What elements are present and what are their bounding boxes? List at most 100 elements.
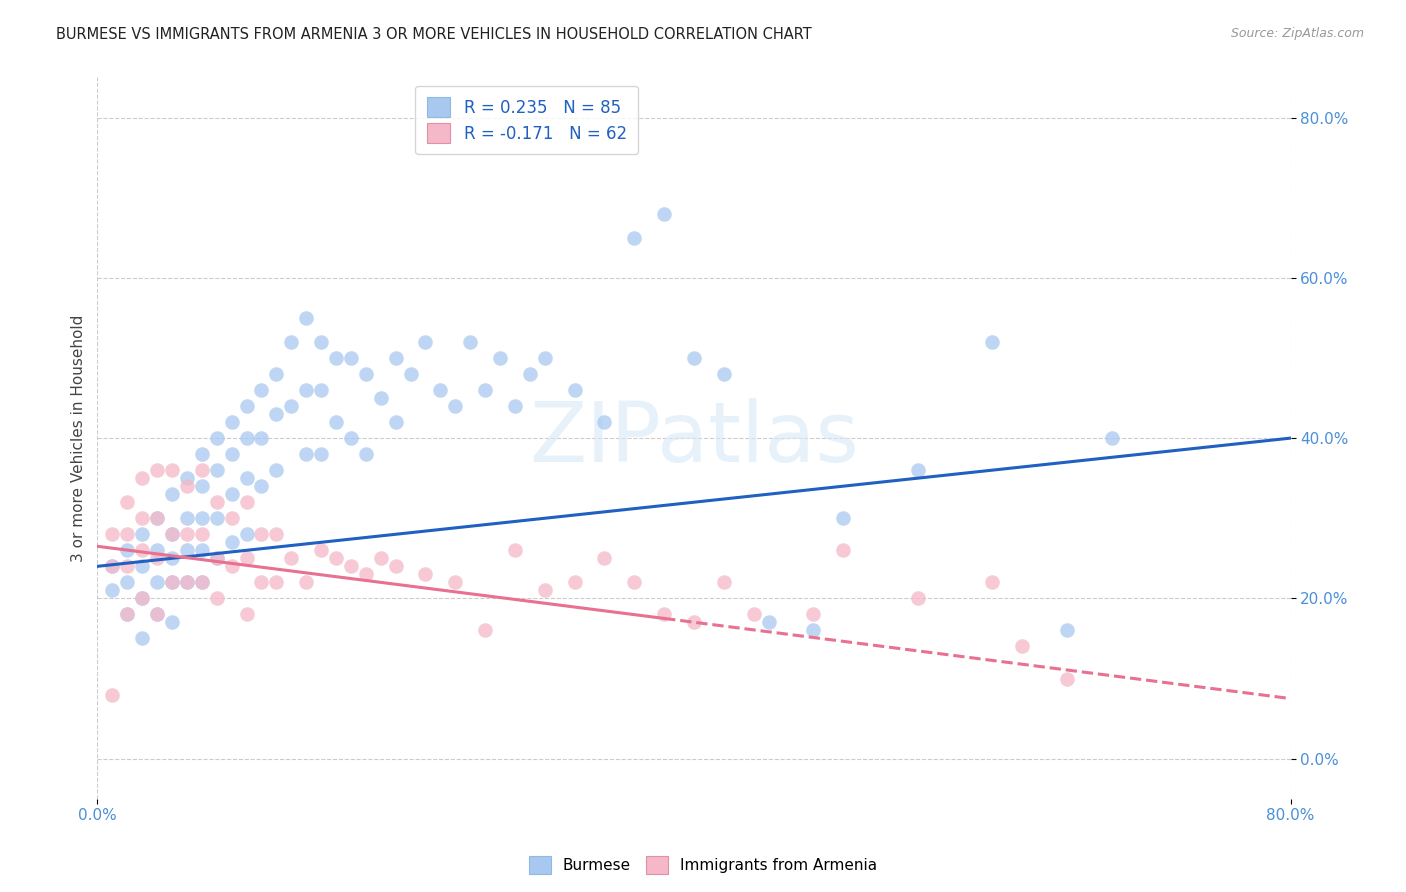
- Point: [832, 543, 855, 558]
- Point: [190, 511, 212, 525]
- Point: [235, 471, 257, 485]
- Point: [266, 407, 288, 421]
- Point: [354, 447, 377, 461]
- Point: [742, 607, 765, 622]
- Point: [235, 607, 257, 622]
- Point: [652, 607, 675, 622]
- Point: [115, 575, 138, 590]
- Point: [101, 527, 124, 541]
- Point: [115, 495, 138, 509]
- Point: [340, 431, 363, 445]
- Point: [458, 334, 481, 349]
- Point: [115, 527, 138, 541]
- Point: [266, 367, 288, 381]
- Point: [221, 447, 243, 461]
- Text: BURMESE VS IMMIGRANTS FROM ARMENIA 3 OR MORE VEHICLES IN HOUSEHOLD CORRELATION C: BURMESE VS IMMIGRANTS FROM ARMENIA 3 OR …: [56, 27, 813, 42]
- Point: [503, 543, 526, 558]
- Point: [907, 591, 929, 606]
- Point: [250, 431, 273, 445]
- Point: [115, 559, 138, 574]
- Point: [176, 575, 198, 590]
- Point: [205, 495, 228, 509]
- Point: [444, 399, 467, 413]
- Point: [160, 487, 183, 501]
- Point: [190, 527, 212, 541]
- Point: [683, 351, 706, 365]
- Point: [176, 543, 198, 558]
- Point: [907, 463, 929, 477]
- Point: [564, 575, 586, 590]
- Point: [250, 383, 273, 397]
- Point: [1101, 431, 1123, 445]
- Point: [266, 463, 288, 477]
- Point: [221, 535, 243, 549]
- Point: [429, 383, 451, 397]
- Point: [1056, 672, 1078, 686]
- Point: [146, 511, 169, 525]
- Point: [384, 415, 406, 429]
- Point: [176, 479, 198, 493]
- Point: [205, 591, 228, 606]
- Point: [146, 607, 169, 622]
- Point: [295, 310, 318, 325]
- Point: [101, 559, 124, 574]
- Point: [250, 575, 273, 590]
- Point: [176, 471, 198, 485]
- Point: [115, 607, 138, 622]
- Point: [354, 567, 377, 582]
- Point: [221, 487, 243, 501]
- Point: [370, 391, 392, 405]
- Point: [221, 415, 243, 429]
- Point: [519, 367, 541, 381]
- Point: [131, 559, 153, 574]
- Point: [758, 615, 780, 630]
- Point: [190, 463, 212, 477]
- Point: [160, 575, 183, 590]
- Point: [340, 351, 363, 365]
- Point: [131, 591, 153, 606]
- Point: [309, 334, 332, 349]
- Point: [370, 551, 392, 566]
- Point: [131, 471, 153, 485]
- Point: [384, 559, 406, 574]
- Point: [205, 551, 228, 566]
- Point: [623, 575, 645, 590]
- Point: [295, 575, 318, 590]
- Point: [160, 463, 183, 477]
- Point: [266, 575, 288, 590]
- Point: [354, 367, 377, 381]
- Point: [221, 559, 243, 574]
- Point: [801, 624, 824, 638]
- Point: [146, 543, 169, 558]
- Point: [131, 527, 153, 541]
- Point: [160, 551, 183, 566]
- Point: [280, 334, 302, 349]
- Point: [415, 334, 437, 349]
- Point: [160, 527, 183, 541]
- Point: [235, 527, 257, 541]
- Point: [309, 383, 332, 397]
- Text: Source: ZipAtlas.com: Source: ZipAtlas.com: [1230, 27, 1364, 40]
- Point: [266, 527, 288, 541]
- Point: [190, 543, 212, 558]
- Point: [832, 511, 855, 525]
- Point: [176, 575, 198, 590]
- Point: [1011, 640, 1033, 654]
- Point: [489, 351, 512, 365]
- Point: [160, 527, 183, 541]
- Point: [325, 415, 347, 429]
- Point: [593, 551, 616, 566]
- Point: [160, 615, 183, 630]
- Point: [325, 351, 347, 365]
- Point: [474, 624, 496, 638]
- Point: [564, 383, 586, 397]
- Point: [190, 479, 212, 493]
- Point: [309, 447, 332, 461]
- Point: [101, 688, 124, 702]
- Point: [131, 543, 153, 558]
- Point: [235, 551, 257, 566]
- Point: [340, 559, 363, 574]
- Point: [593, 415, 616, 429]
- Point: [190, 575, 212, 590]
- Point: [474, 383, 496, 397]
